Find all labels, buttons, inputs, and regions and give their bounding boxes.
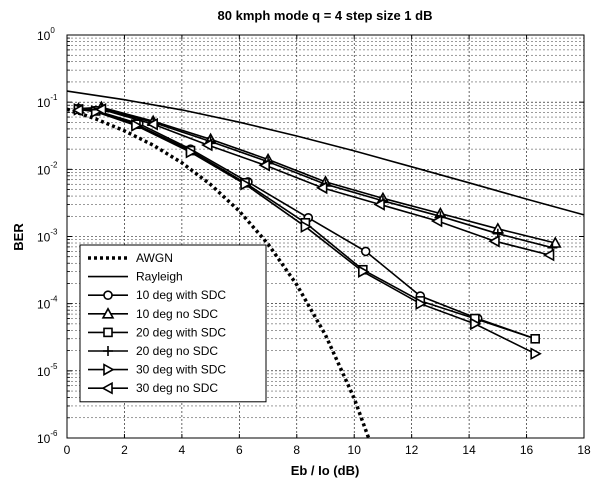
legend: AWGN Rayleigh 10 deg with SDC 10 deg no SDC… bbox=[79, 244, 267, 403]
data-point bbox=[373, 198, 385, 211]
data-point bbox=[530, 333, 540, 344]
series-7 bbox=[71, 103, 555, 262]
data-point bbox=[530, 347, 542, 361]
data-point bbox=[94, 103, 107, 116]
series-1 bbox=[66, 90, 585, 216]
legend-marker bbox=[103, 327, 113, 338]
data-point bbox=[185, 145, 198, 159]
series-layer bbox=[66, 90, 585, 439]
x-tick-labels: 0 2 4 6 8 10 12 14 16 18 bbox=[64, 443, 591, 457]
legend-marker bbox=[103, 363, 115, 376]
series-line bbox=[78, 107, 553, 249]
chart-title: 80 kmph mode q = 4 step size 1 dB bbox=[218, 8, 433, 23]
x-axis-label: Eb / Io (dB) bbox=[291, 463, 360, 478]
x-tick-label: 0 bbox=[64, 443, 71, 457]
series-0 bbox=[66, 107, 371, 439]
y-tick-exponent: -4 bbox=[50, 295, 58, 304]
x-tick-label: 12 bbox=[405, 443, 419, 457]
y-axis-label: BER bbox=[11, 223, 26, 251]
data-point bbox=[201, 138, 213, 152]
data-point bbox=[258, 158, 270, 172]
data-point bbox=[542, 248, 555, 262]
y-tick-exponent: -5 bbox=[50, 362, 58, 371]
legend-label: AWGN bbox=[136, 251, 173, 265]
data-point bbox=[358, 265, 370, 278]
data-point bbox=[360, 246, 371, 257]
series-line bbox=[78, 106, 556, 244]
legend-label: 10 deg no SDC bbox=[136, 307, 218, 321]
series-line bbox=[78, 108, 536, 355]
legend-label: 30 deg no SDC bbox=[136, 381, 218, 395]
legend-marker bbox=[103, 346, 113, 356]
y-tick-exponent: -1 bbox=[50, 93, 58, 102]
series-line bbox=[66, 107, 371, 439]
tick-marks bbox=[66, 34, 585, 439]
data-point bbox=[240, 177, 252, 191]
legend-marker bbox=[103, 290, 113, 301]
data-point bbox=[470, 317, 482, 331]
data-point bbox=[315, 181, 328, 195]
data-point bbox=[430, 214, 443, 228]
legend-marker bbox=[101, 307, 115, 319]
data-point bbox=[300, 220, 313, 234]
y-tick-exponent: -3 bbox=[50, 228, 58, 237]
data-point bbox=[131, 119, 143, 132]
legend-label: 30 deg with SDC bbox=[136, 363, 226, 377]
data-point bbox=[488, 234, 500, 248]
data-point bbox=[71, 103, 84, 117]
x-tick-label: 2 bbox=[121, 443, 128, 457]
series-line bbox=[78, 108, 550, 256]
x-tick-label: 14 bbox=[462, 443, 476, 457]
data-point bbox=[146, 117, 158, 131]
y-tick-exponent: 0 bbox=[50, 26, 55, 35]
x-tick-label: 4 bbox=[179, 443, 186, 457]
series-line bbox=[66, 90, 585, 216]
series-line bbox=[78, 107, 536, 340]
x-tick-label: 6 bbox=[236, 443, 243, 457]
series-line bbox=[78, 108, 536, 340]
legend-box bbox=[79, 244, 267, 403]
series-6 bbox=[73, 103, 542, 361]
legend-marker bbox=[101, 381, 113, 395]
legend-label: 20 deg with SDC bbox=[136, 325, 226, 339]
legend-label: Rayleigh bbox=[136, 270, 183, 284]
x-tick-label: 10 bbox=[348, 443, 362, 457]
y-tick-exponent: -6 bbox=[50, 429, 58, 438]
legend-label: 10 deg with SDC bbox=[136, 288, 226, 302]
legend-label: 20 deg no SDC bbox=[136, 344, 218, 358]
data-point bbox=[415, 297, 427, 311]
x-tick-label: 8 bbox=[293, 443, 300, 457]
y-tick-exponent: -2 bbox=[50, 160, 58, 169]
x-tick-label: 18 bbox=[577, 443, 591, 457]
x-tick-label: 16 bbox=[520, 443, 534, 457]
